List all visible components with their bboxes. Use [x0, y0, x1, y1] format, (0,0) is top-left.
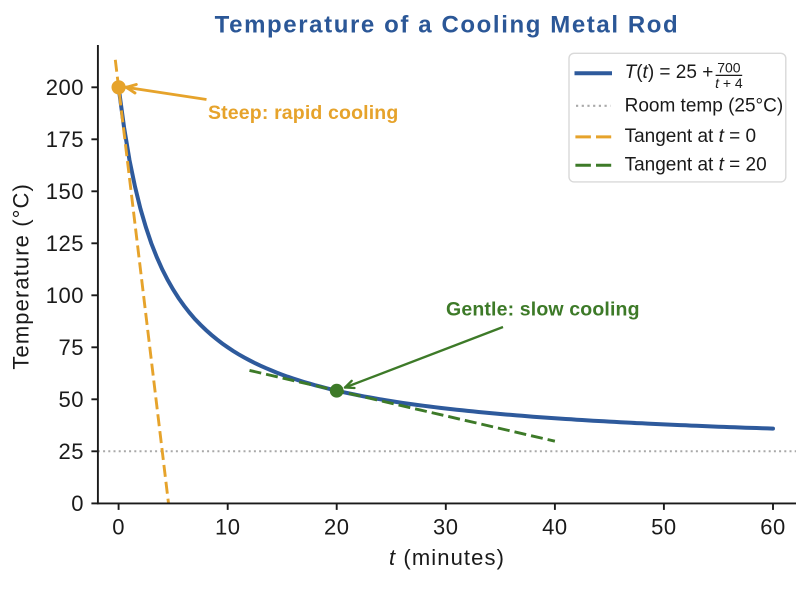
svg-text:125: 125 — [46, 231, 84, 256]
svg-text:150: 150 — [46, 179, 84, 204]
svg-text:Gentle: slow cooling: Gentle: slow cooling — [446, 299, 640, 321]
svg-text:Tangent at t = 0: Tangent at t = 0 — [625, 126, 757, 147]
svg-text:60: 60 — [760, 515, 785, 540]
svg-text:50: 50 — [59, 387, 84, 412]
svg-text:10: 10 — [215, 515, 240, 540]
svg-text:20: 20 — [324, 515, 349, 540]
svg-text:100: 100 — [46, 283, 84, 308]
svg-text:0: 0 — [71, 491, 84, 516]
svg-text:25: 25 — [59, 439, 84, 464]
svg-text:700: 700 — [717, 59, 741, 75]
svg-text:30: 30 — [433, 515, 458, 540]
svg-text:t (minutes): t (minutes) — [389, 545, 505, 570]
svg-text:175: 175 — [46, 127, 84, 152]
svg-text:Steep: rapid cooling: Steep: rapid cooling — [208, 102, 398, 124]
svg-text:Room temp (25°C): Room temp (25°C) — [625, 95, 784, 116]
svg-text:T(t) = 25 +: T(t) = 25 + — [625, 62, 714, 83]
svg-text:t + 4: t + 4 — [715, 75, 743, 91]
svg-text:75: 75 — [59, 335, 84, 360]
svg-text:40: 40 — [542, 515, 567, 540]
svg-text:0: 0 — [112, 515, 125, 540]
svg-text:Temperature of a Cooling Metal: Temperature of a Cooling Metal Rod — [215, 12, 680, 39]
svg-text:50: 50 — [651, 515, 676, 540]
svg-text:Temperature (°C): Temperature (°C) — [9, 183, 34, 370]
svg-text:200: 200 — [46, 75, 84, 100]
svg-text:Tangent at t = 20: Tangent at t = 20 — [625, 154, 767, 175]
